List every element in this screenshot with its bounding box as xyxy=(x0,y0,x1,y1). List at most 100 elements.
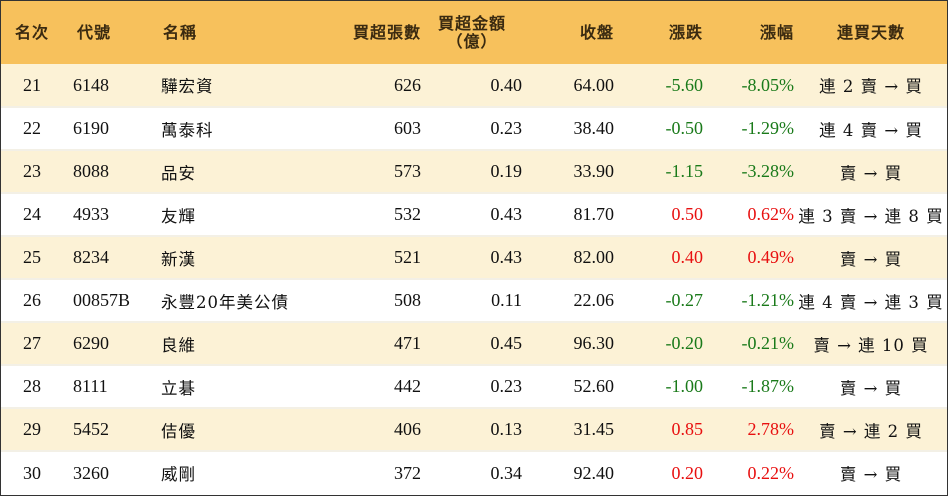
net-buy-lots-cell: 442 xyxy=(323,365,422,409)
net-buy-lots-cell: 532 xyxy=(323,193,422,237)
stock-name-cell: 新漢 xyxy=(161,236,323,280)
header-code[interactable]: 代號 xyxy=(77,22,112,42)
stock-name-cell: 萬泰科 xyxy=(161,107,323,151)
change-pct-cell: -1.29% xyxy=(704,107,795,151)
change-pct-cell: 0.22% xyxy=(747,462,795,483)
header-consecutive-days[interactable]: 連買天數 xyxy=(836,22,905,42)
stock-code-cell: 8111 xyxy=(63,365,161,409)
net-buy-lots-cell: 603 xyxy=(323,107,422,151)
header-name[interactable]: 名稱 xyxy=(163,22,198,42)
change-cell: 0.85 xyxy=(615,408,704,452)
change-pct-cell: 0.49% xyxy=(704,236,795,280)
stock-name-cell: 驊宏資 xyxy=(161,64,323,108)
consecutive-days-cell: 連 4 賣 → 連 3 買 xyxy=(795,279,947,323)
change-cell: 0.40 xyxy=(615,236,704,280)
change-pct-cell: -0.21% xyxy=(704,322,795,366)
net-buy-lots-cell: 573 xyxy=(323,150,422,194)
close-price-cell: 82.00 xyxy=(523,236,615,280)
stock-name-cell: 佶優 xyxy=(161,408,323,452)
change-pct-cell: -1.87% xyxy=(704,365,795,409)
net-buy-lots-cell: 372 xyxy=(394,462,421,483)
consecutive-days-cell: 賣 → 買 xyxy=(795,365,947,409)
net-buy-amount-cell: 0.13 xyxy=(422,408,523,452)
net-buy-amount-cell: 0.23 xyxy=(422,107,523,151)
close-price-cell: 52.60 xyxy=(523,365,615,409)
table-row[interactable]: 25 8234 新漢 521 0.43 82.00 0.40 0.49% 賣 → 買 xyxy=(1,236,947,280)
change-cell: -0.27 xyxy=(615,279,704,323)
header-close[interactable]: 收盤 xyxy=(579,22,614,42)
consecutive-days-cell: 連 3 賣 → 連 8 買 xyxy=(795,193,947,237)
header-rank[interactable]: 名次 xyxy=(14,22,49,42)
table-row[interactable]: 21 6148 驊宏資 626 0.40 64.00 -5.60 -8.05% 連 2 賣 → … xyxy=(1,64,947,108)
header-row: 名次 代號 名稱 買超張數 買超金額 （億） 收盤 漲跌 漲幅 連買天數 xyxy=(1,1,947,64)
stock-code-cell: 6190 xyxy=(63,107,161,151)
stock-code-cell: 8088 xyxy=(63,150,161,194)
close-price-cell: 33.90 xyxy=(523,150,615,194)
table-row[interactable]: 28 8111 立碁 442 0.23 52.60 -1.00 -1.87% 賣 → 買 xyxy=(1,365,947,409)
net-buy-amount-cell: 0.43 xyxy=(422,236,523,280)
net-buy-lots-cell: 626 xyxy=(323,64,422,108)
change-cell: -5.60 xyxy=(615,64,704,108)
close-price-cell: 38.40 xyxy=(523,107,615,151)
header-change[interactable]: 漲跌 xyxy=(668,22,703,42)
consecutive-days-cell: 賣 → 連 10 買 xyxy=(795,322,947,366)
table-row[interactable]: 29 5452 佶優 406 0.13 31.45 0.85 2.78% 賣 → 連 2 買 xyxy=(1,408,947,452)
stock-name-cell: 立碁 xyxy=(161,365,323,409)
table-row[interactable]: 30 3260 威剛 372 0.34 92.40 0.20 0.22% 賣 → 買 xyxy=(1,451,947,494)
stock-code-cell: 5452 xyxy=(63,408,161,452)
stock-name-cell: 永豐20年美公債 xyxy=(161,279,323,323)
rank-cell: 27 xyxy=(1,322,63,366)
consecutive-days-cell: 賣 → 買 xyxy=(795,150,947,194)
rank-cell: 28 xyxy=(1,365,63,409)
stock-code-cell: 6290 xyxy=(63,322,161,366)
table-row[interactable]: 22 6190 萬泰科 603 0.23 38.40 -0.50 -1.29% 連 4 賣 → … xyxy=(1,107,947,151)
net-buy-amount-cell: 0.19 xyxy=(422,150,523,194)
change-pct-cell: -3.28% xyxy=(704,150,795,194)
change-cell: -1.00 xyxy=(615,365,704,409)
stock-name-cell: 威剛 xyxy=(161,465,196,484)
header-net-buy-lots[interactable]: 買超張數 xyxy=(352,22,421,42)
rank-cell: 21 xyxy=(1,64,63,108)
close-price-cell: 81.70 xyxy=(523,193,615,237)
table-row[interactable]: 27 6290 良維 471 0.45 96.30 -0.20 -0.21% 賣 → 連 10 … xyxy=(1,322,947,366)
rank-cell: 22 xyxy=(1,107,63,151)
net-buy-lots-cell: 521 xyxy=(323,236,422,280)
stock-code-cell: 6148 xyxy=(63,64,161,108)
close-price-cell: 64.00 xyxy=(523,64,615,108)
table-row[interactable]: 26 00857B 永豐20年美公債 508 0.11 22.06 -0.27 -1.21% 連… xyxy=(1,279,947,323)
net-buy-amount-cell: 0.43 xyxy=(422,193,523,237)
net-buy-amount-cell: 0.40 xyxy=(422,64,523,108)
header-net-buy-amount[interactable]: 買超金額 （億） xyxy=(422,1,523,64)
change-pct-cell: 2.78% xyxy=(704,408,795,452)
change-pct-cell: -8.05% xyxy=(704,64,795,108)
rank-cell: 29 xyxy=(1,408,63,452)
consecutive-days-cell: 賣 → 買 xyxy=(795,236,947,280)
change-cell: -0.50 xyxy=(615,107,704,151)
header-change-pct[interactable]: 漲幅 xyxy=(759,22,794,42)
net-buy-amount-cell: 0.23 xyxy=(422,365,523,409)
consecutive-days-cell: 賣 → 買 xyxy=(839,465,903,484)
stock-code-cell: 3260 xyxy=(73,462,109,483)
net-buy-lots-cell: 508 xyxy=(323,279,422,323)
consecutive-days-cell: 賣 → 連 2 買 xyxy=(795,408,947,452)
consecutive-days-cell: 連 2 賣 → 買 xyxy=(795,64,947,108)
table-row[interactable]: 23 8088 品安 573 0.19 33.90 -1.15 -3.28% 賣 → 買 xyxy=(1,150,947,194)
change-pct-cell: 0.62% xyxy=(704,193,795,237)
net-buy-amount-cell: 0.45 xyxy=(422,322,523,366)
stock-name-cell: 良維 xyxy=(161,322,323,366)
change-cell: 0.20 xyxy=(671,462,704,483)
net-buy-lots-cell: 406 xyxy=(323,408,422,452)
stock-code-cell: 8234 xyxy=(63,236,161,280)
rank-cell: 25 xyxy=(1,236,63,280)
rank-cell: 30 xyxy=(23,462,41,483)
change-cell: -0.20 xyxy=(615,322,704,366)
table-body: 21 6148 驊宏資 626 0.40 64.00 -5.60 -8.05% 連 2 賣 → … xyxy=(1,64,947,494)
stock-code-cell: 00857B xyxy=(63,279,161,323)
change-cell: 0.50 xyxy=(615,193,704,237)
table-row[interactable]: 24 4933 友輝 532 0.43 81.70 0.50 0.62% 連 3 賣 → 連 8… xyxy=(1,193,947,237)
consecutive-days-cell: 連 4 賣 → 買 xyxy=(795,107,947,151)
close-price-cell: 96.30 xyxy=(523,322,615,366)
change-pct-cell: -1.21% xyxy=(704,279,795,323)
